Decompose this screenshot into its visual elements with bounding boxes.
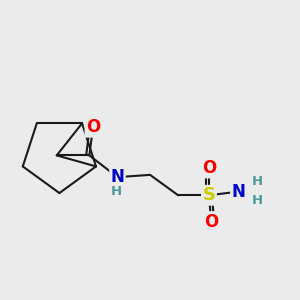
Text: S: S (202, 186, 215, 204)
Text: H: H (252, 175, 263, 188)
Text: N: N (110, 168, 124, 186)
Text: N: N (232, 183, 245, 201)
Text: H: H (252, 194, 263, 207)
Text: O: O (86, 118, 100, 136)
Text: O: O (202, 159, 216, 177)
Text: H: H (111, 185, 122, 198)
Text: O: O (204, 212, 218, 230)
